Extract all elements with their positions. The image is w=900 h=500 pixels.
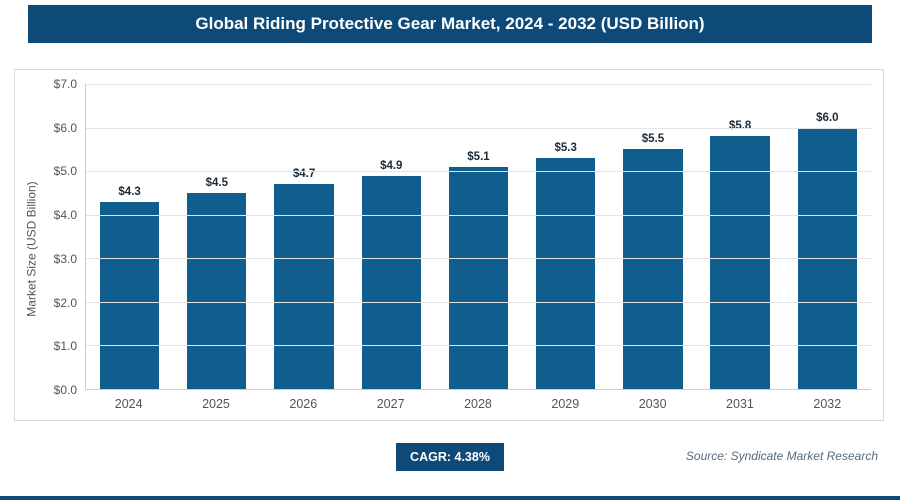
x-tick-label: 2030 xyxy=(638,397,667,411)
y-tick-label: $5.0 xyxy=(53,164,77,179)
x-tick-label: 2025 xyxy=(202,397,230,411)
y-tick-label: $7.0 xyxy=(53,77,77,91)
bar xyxy=(623,149,683,389)
bar xyxy=(361,175,421,389)
gridline xyxy=(86,301,871,303)
plot-wrap: $0.0 $1.0 $2.0 $3.0 $4.0 $5.0 $6.0 $7.0 $4.3 $4.… xyxy=(43,77,871,414)
bar xyxy=(99,201,160,389)
bar-column: $4.7 xyxy=(260,84,347,389)
bar-value-label: $5.5 xyxy=(641,133,665,146)
gridline xyxy=(86,345,871,347)
y-tick-label: $4.0 xyxy=(53,208,77,223)
y-tick-label: $3.0 xyxy=(53,251,77,266)
plot-region: $4.3 $4.5 $4.7 $4.9 $5.1 $5.3 $5.5 $5.8 $6.0 xyxy=(85,84,871,390)
bottom-accent-strip xyxy=(0,496,900,500)
y-tick-label: $1.0 xyxy=(53,339,77,354)
bar-value-label: $5.8 xyxy=(728,120,752,133)
y-axis-ticks: $0.0 $1.0 $2.0 $3.0 $4.0 $5.0 $6.0 $7.0 xyxy=(43,77,85,397)
plot-row: $0.0 $1.0 $2.0 $3.0 $4.0 $5.0 $6.0 $7.0 $4.3 $4.… xyxy=(43,77,871,397)
bar-value-label: $4.3 xyxy=(118,185,141,198)
gridline xyxy=(86,171,871,173)
bars-container: $4.3 $4.5 $4.7 $4.9 $5.1 $5.3 $5.5 $5.8 $6.0 xyxy=(86,84,871,389)
bar-column: $5.5 xyxy=(609,84,696,389)
gridline xyxy=(86,127,871,129)
cagr-badge: CAGR: 4.38% xyxy=(396,443,504,471)
bar-column: $4.5 xyxy=(173,84,260,389)
bar xyxy=(187,192,247,389)
x-tick-label: 2028 xyxy=(464,397,492,411)
bar-column: $5.1 xyxy=(435,84,522,389)
bar-value-label: $5.3 xyxy=(554,142,577,155)
bar xyxy=(710,136,770,389)
bar xyxy=(536,158,596,389)
x-tick-label: 2024 xyxy=(114,397,143,411)
y-tick-label: $0.0 xyxy=(53,383,77,397)
x-tick-label: 2031 xyxy=(726,397,754,411)
gridline xyxy=(86,258,871,260)
bar-column: $5.3 xyxy=(522,84,609,389)
bar-column: $5.8 xyxy=(697,84,784,389)
chart-area: Market Size (USD Billion) $0.0 $1.0 $2.0 $3… xyxy=(14,69,884,421)
bar xyxy=(448,166,509,389)
gridline xyxy=(86,84,871,85)
x-tick-label: 2027 xyxy=(376,397,405,411)
x-tick-label: 2026 xyxy=(289,397,318,411)
bar-column: $4.9 xyxy=(348,84,435,389)
x-tick-label: 2029 xyxy=(551,397,580,411)
bar-value-label: $4.9 xyxy=(380,159,403,172)
bar-value-label: $4.7 xyxy=(292,168,316,181)
y-tick-label: $6.0 xyxy=(53,120,77,135)
x-axis-labels: 2024 2025 2026 2027 2028 2029 2030 2031 2032 xyxy=(85,390,871,414)
y-tick-label: $2.0 xyxy=(53,295,77,310)
bar-value-label: $5.1 xyxy=(467,150,490,163)
chart-title: Global Riding Protective Gear Market, 20… xyxy=(195,14,705,33)
chart-title-banner: Global Riding Protective Gear Market, 20… xyxy=(28,5,872,43)
y-axis-title-label: Market Size (USD Billion) xyxy=(25,181,39,317)
bar-column: $6.0 xyxy=(784,84,871,389)
y-axis-title: Market Size (USD Billion) xyxy=(21,84,43,414)
bar-value-label: $4.5 xyxy=(205,176,229,189)
bar-value-label: $6.0 xyxy=(816,111,839,124)
bar xyxy=(274,184,334,389)
chart-footer: CAGR: 4.38% Source: Syndicate Market Res… xyxy=(0,443,900,471)
source-attribution: Source: Syndicate Market Research xyxy=(685,449,878,463)
x-tick-label: 2032 xyxy=(813,397,842,411)
bar-column: $4.3 xyxy=(86,84,173,389)
gridline xyxy=(86,214,871,216)
